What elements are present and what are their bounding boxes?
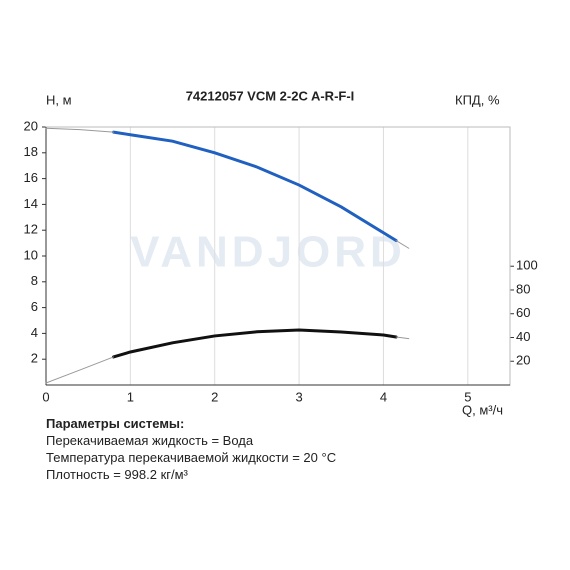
y2-axis-label: КПД, % bbox=[455, 92, 500, 107]
y2-tick-label: 40 bbox=[516, 329, 530, 344]
info-line: Температура перекачиваемой жидкости = 20… bbox=[46, 450, 337, 465]
series-line bbox=[395, 240, 410, 249]
y-tick-label: 20 bbox=[24, 118, 38, 133]
y-tick-label: 2 bbox=[31, 351, 38, 366]
x-tick-label: 1 bbox=[127, 389, 134, 404]
x-tick-label: 0 bbox=[42, 389, 49, 404]
y-tick-label: 12 bbox=[24, 222, 38, 237]
x-tick-label: 2 bbox=[211, 389, 218, 404]
series-line bbox=[395, 336, 410, 340]
info: Параметры системы: Перекачиваемая жидкос… bbox=[46, 415, 336, 483]
y-tick-label: 14 bbox=[24, 196, 38, 211]
x-tick-label: 3 bbox=[295, 389, 302, 404]
watermark: VANDJORD bbox=[130, 228, 406, 277]
y2-tick-label: 80 bbox=[516, 281, 530, 296]
series-line bbox=[45, 127, 114, 133]
chart-title: 74212057 VCM 2-2C A-R-F-I bbox=[186, 88, 355, 103]
y-tick-label: 6 bbox=[31, 299, 38, 314]
y-tick-label: 10 bbox=[24, 247, 38, 262]
info-heading: Параметры системы: bbox=[46, 416, 185, 431]
y2-tick-label: 100 bbox=[516, 258, 538, 273]
y-tick-label: 16 bbox=[24, 170, 38, 185]
info-line: Перекачиваемая жидкость = Вода bbox=[46, 433, 254, 448]
series-line bbox=[111, 328, 398, 359]
y2-tick-label: 60 bbox=[516, 305, 530, 320]
series-line bbox=[45, 356, 114, 384]
x-tick-label: 5 bbox=[464, 389, 471, 404]
x-axis-label: Q, м³/ч bbox=[462, 402, 503, 417]
x-tick-label: 4 bbox=[380, 389, 387, 404]
y-tick-label: 18 bbox=[24, 144, 38, 159]
info-line: Плотность = 998.2 кг/м³ bbox=[46, 467, 188, 482]
y-axis-label: Н, м bbox=[46, 92, 72, 107]
y-tick-label: 8 bbox=[31, 273, 38, 288]
series-line bbox=[111, 130, 398, 243]
y-tick-label: 4 bbox=[31, 325, 38, 340]
y2-tick-label: 20 bbox=[516, 353, 530, 368]
